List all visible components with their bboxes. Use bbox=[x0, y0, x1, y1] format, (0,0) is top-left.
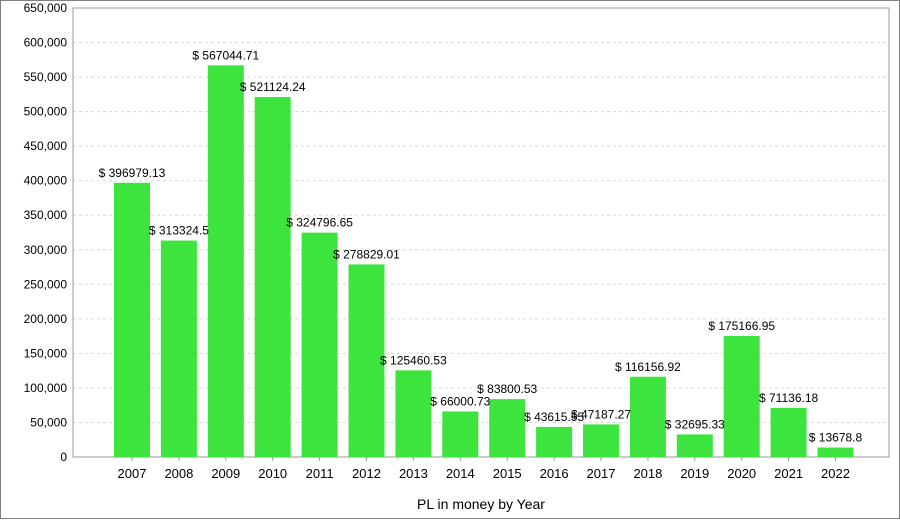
x-tick-label: 2021 bbox=[774, 466, 803, 481]
x-tick-label: 2007 bbox=[118, 466, 147, 481]
y-axis: 0 50,000 100,000 150,000 200,000 250,000 300,0… bbox=[24, 1, 68, 464]
x-tick-label: 2019 bbox=[680, 466, 709, 481]
x-tick-label: 2008 bbox=[164, 466, 193, 481]
bar-2007 bbox=[114, 182, 150, 457]
x-tick-label: 2020 bbox=[727, 466, 756, 481]
y-tick-label: 400,000 bbox=[24, 174, 68, 188]
x-axis-title: PL in money by Year bbox=[417, 496, 545, 512]
x-tick-label: 2022 bbox=[821, 466, 850, 481]
bar-2014 bbox=[442, 411, 479, 457]
data-label: $ 83800.53 bbox=[477, 382, 537, 396]
x-tick-label: 2013 bbox=[399, 466, 428, 481]
x-tick-label: 2017 bbox=[587, 466, 616, 481]
y-tick-label: 500,000 bbox=[24, 105, 68, 119]
bar-2008 bbox=[160, 240, 197, 457]
bar-2013 bbox=[395, 370, 432, 457]
data-label: $ 32695.33 bbox=[665, 417, 725, 431]
data-label: $ 71136.18 bbox=[759, 391, 818, 405]
bar-2020 bbox=[723, 336, 760, 457]
x-tick-label: 2010 bbox=[258, 466, 287, 481]
bar-2015 bbox=[489, 399, 526, 457]
data-label: $ 66000.73 bbox=[430, 394, 490, 408]
y-tick-label: 600,000 bbox=[24, 36, 68, 50]
x-tick-label: 2009 bbox=[211, 466, 240, 481]
data-label: $ 43615.55 bbox=[524, 410, 584, 424]
y-tick-label: 200,000 bbox=[24, 312, 68, 326]
plot-area bbox=[72, 7, 890, 458]
x-tick-label: 2011 bbox=[306, 466, 334, 481]
data-label: $ 396979.13 bbox=[99, 166, 166, 180]
y-tick-label: 250,000 bbox=[24, 277, 68, 291]
data-label: $ 13678.8 bbox=[809, 431, 863, 445]
bar-2018 bbox=[629, 376, 666, 457]
bar-2016 bbox=[536, 426, 573, 457]
y-tick-label: 550,000 bbox=[24, 70, 68, 84]
y-tick-label: 150,000 bbox=[24, 346, 68, 360]
data-label: $ 324796.65 bbox=[286, 216, 353, 230]
bar-2017 bbox=[583, 424, 619, 457]
bar-2011 bbox=[301, 232, 338, 457]
bar-2009 bbox=[207, 65, 244, 457]
data-label: $ 47187.27 bbox=[571, 407, 631, 421]
x-tick-label: 2016 bbox=[540, 466, 569, 481]
data-label: $ 521124.24 bbox=[240, 80, 306, 94]
x-axis: 2007 2008 2009 2010 2011 2012 2013 2014 2015 2016… bbox=[118, 457, 850, 481]
y-tick-label: 50,000 bbox=[30, 415, 67, 429]
bar-2019 bbox=[676, 434, 713, 457]
data-label: $ 567044.71 bbox=[192, 48, 259, 62]
bar-2022 bbox=[817, 447, 854, 457]
x-tick-label: 2014 bbox=[446, 466, 475, 481]
data-label: $ 175166.95 bbox=[708, 319, 775, 333]
data-label: $ 125460.53 bbox=[380, 353, 447, 367]
x-tick-label: 2012 bbox=[352, 466, 381, 481]
data-label: $ 278829.01 bbox=[333, 247, 400, 261]
y-tick-label: 300,000 bbox=[24, 243, 68, 257]
y-tick-label: 650,000 bbox=[24, 1, 68, 15]
bar-2021 bbox=[770, 407, 807, 457]
bar-2010 bbox=[254, 97, 291, 457]
y-tick-label: 450,000 bbox=[24, 139, 68, 153]
bar-2012 bbox=[348, 264, 385, 457]
data-label: $ 313324.5 bbox=[149, 224, 209, 238]
x-tick-label: 2018 bbox=[633, 466, 662, 481]
bars bbox=[114, 65, 854, 457]
y-tick-label: 350,000 bbox=[24, 208, 68, 222]
y-tick-label: 100,000 bbox=[24, 381, 68, 395]
x-tick-label: 2015 bbox=[493, 466, 522, 481]
y-tick-label: 0 bbox=[60, 450, 67, 464]
data-label: $ 116156.92 bbox=[615, 360, 681, 374]
data-labels: $ 396979.13 $ 313324.5 $ 567044.71 $ 521124… bbox=[99, 48, 863, 444]
